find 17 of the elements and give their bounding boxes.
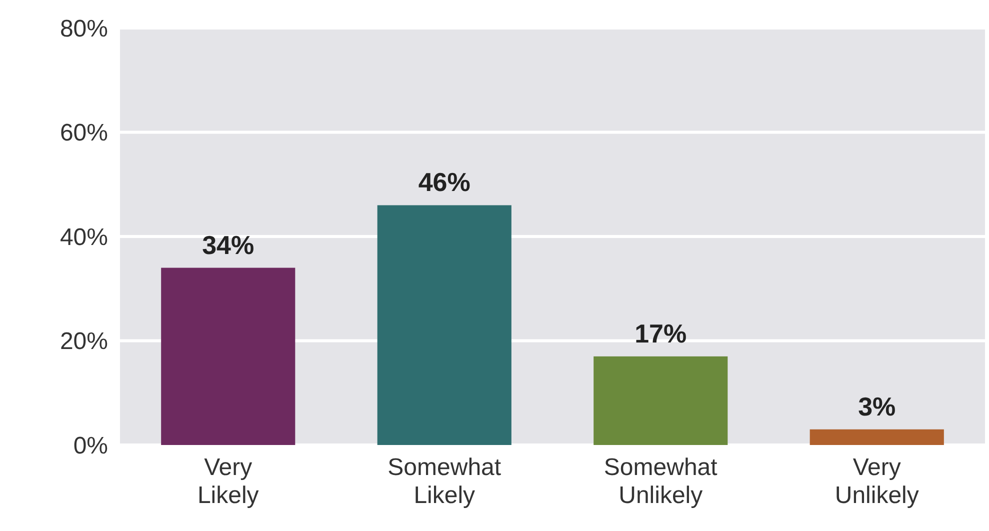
bar bbox=[594, 356, 728, 445]
y-tick-label: 60% bbox=[60, 120, 108, 147]
x-tick-label: Very Likely bbox=[197, 454, 259, 509]
data-label: 34% bbox=[202, 230, 254, 260]
bar bbox=[377, 205, 512, 445]
y-tick-label: 80% bbox=[60, 15, 108, 42]
bar bbox=[161, 268, 296, 445]
data-label: 17% bbox=[634, 318, 687, 348]
y-tick-label: 20% bbox=[60, 328, 108, 356]
x-tick-label: Somewhat Likely bbox=[388, 454, 502, 509]
data-label: 3% bbox=[858, 391, 896, 422]
x-tick-label: Very Unlikely bbox=[834, 454, 919, 509]
x-tick-label: Somewhat Unlikely bbox=[604, 454, 718, 509]
data-label: 46% bbox=[418, 167, 470, 198]
y-tick-label: 40% bbox=[60, 224, 108, 251]
y-tick-label: 0% bbox=[73, 432, 108, 460]
bar bbox=[810, 429, 944, 445]
